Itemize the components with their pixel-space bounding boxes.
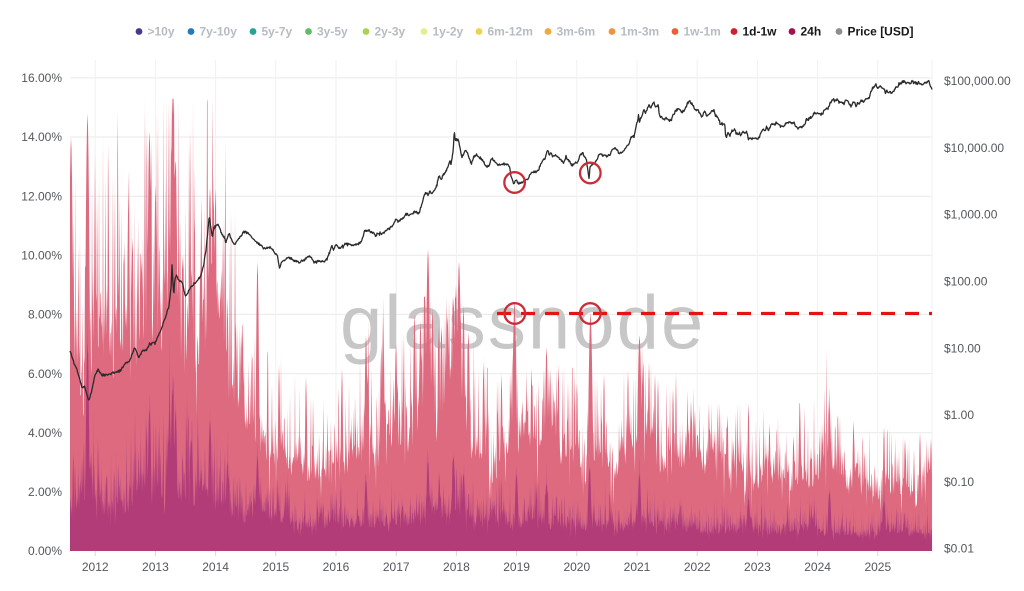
svg-text:1y-2y: 1y-2y [433,25,464,39]
svg-text:$100,000.00: $100,000.00 [944,74,1011,88]
svg-text:6.00%: 6.00% [28,367,62,381]
svg-text:3m-6m: 3m-6m [557,25,596,39]
svg-text:24h: 24h [801,25,822,39]
svg-text:2012: 2012 [82,560,109,574]
svg-text:$0.10: $0.10 [944,475,974,489]
svg-text:1d-1w: 1d-1w [743,25,778,39]
svg-text:2022: 2022 [684,560,711,574]
svg-text:Price [USD]: Price [USD] [848,25,914,39]
svg-text:2024: 2024 [804,560,831,574]
svg-text:>10y: >10y [148,25,175,39]
svg-text:5y-7y: 5y-7y [262,25,293,39]
svg-text:2019: 2019 [503,560,530,574]
svg-text:$10.00: $10.00 [944,341,981,355]
svg-text:2y-3y: 2y-3y [375,25,406,39]
svg-text:4.00%: 4.00% [28,426,62,440]
svg-text:16.00%: 16.00% [21,71,62,85]
svg-text:2021: 2021 [624,560,651,574]
svg-text:1w-1m: 1w-1m [684,25,721,39]
svg-text:14.00%: 14.00% [21,130,62,144]
svg-text:3y-5y: 3y-5y [317,25,348,39]
svg-text:10.00%: 10.00% [21,249,62,263]
svg-text:12.00%: 12.00% [21,189,62,203]
svg-text:2018: 2018 [443,560,470,574]
svg-text:$0.01: $0.01 [944,542,974,556]
svg-text:2020: 2020 [563,560,590,574]
svg-text:$100.00: $100.00 [944,275,988,289]
svg-text:1m-3m: 1m-3m [621,25,660,39]
svg-text:glassnode: glassnode [340,281,705,366]
svg-text:8.00%: 8.00% [28,308,62,322]
svg-text:2023: 2023 [744,560,771,574]
svg-text:0.00%: 0.00% [28,544,62,558]
svg-text:2.00%: 2.00% [28,485,62,499]
svg-text:$1,000.00: $1,000.00 [944,208,998,222]
svg-text:2015: 2015 [262,560,289,574]
svg-text:7y-10y: 7y-10y [200,25,238,39]
svg-text:6m-12m: 6m-12m [488,25,533,39]
svg-text:2014: 2014 [202,560,229,574]
svg-text:2016: 2016 [323,560,350,574]
svg-text:$1.00: $1.00 [944,408,974,422]
svg-text:$10,000.00: $10,000.00 [944,141,1004,155]
svg-text:2017: 2017 [383,560,410,574]
svg-text:2013: 2013 [142,560,169,574]
svg-text:2025: 2025 [864,560,891,574]
